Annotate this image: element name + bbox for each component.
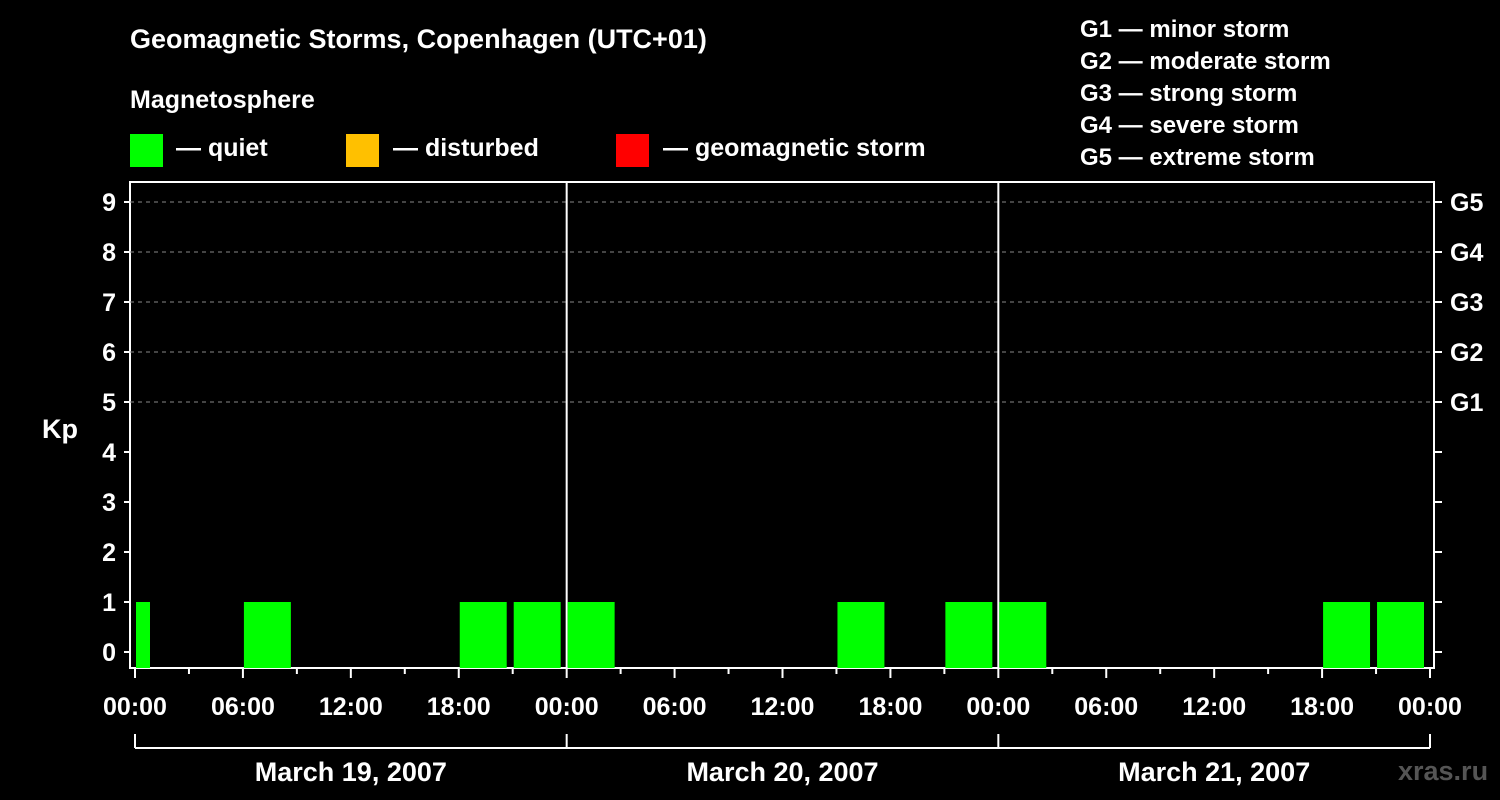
storm-level-g5: G5 — extreme storm — [1080, 144, 1315, 171]
g-level-label: G5 — [1450, 189, 1483, 217]
kp-bar — [513, 602, 561, 668]
y-tick-label: 0 — [102, 639, 116, 667]
legend-swatch-disturbed — [346, 134, 379, 167]
kp-bar — [945, 602, 993, 668]
g-level-label: G1 — [1450, 389, 1483, 417]
kp-bar — [1377, 602, 1424, 668]
legend-swatch-quiet — [130, 134, 163, 167]
y-tick-label: 1 — [102, 589, 116, 617]
storm-level-g4: G4 — severe storm — [1080, 112, 1299, 139]
x-tick-label: 06:00 — [1074, 693, 1138, 721]
x-tick-label: 00:00 — [966, 693, 1030, 721]
y-tick-label: 6 — [102, 339, 116, 367]
chart-title: Geomagnetic Storms, Copenhagen (UTC+01) — [130, 24, 707, 54]
kp-bar — [1323, 602, 1371, 668]
kp-bar — [136, 602, 150, 668]
storm-level-g3: G3 — strong storm — [1080, 80, 1298, 107]
date-label: March 19, 2007 — [255, 757, 447, 787]
x-tick-label: 12:00 — [319, 693, 383, 721]
y-tick-label: 5 — [102, 389, 116, 417]
kp-bar — [999, 602, 1047, 668]
watermark: xras.ru — [1398, 756, 1489, 786]
legend-label-disturbed: — disturbed — [393, 134, 539, 162]
storm-level-g1: G1 — minor storm — [1080, 16, 1290, 43]
storm-level-g2: G2 — moderate storm — [1080, 48, 1331, 75]
g-level-label: G4 — [1450, 239, 1483, 267]
x-tick-label: 12:00 — [1182, 693, 1246, 721]
x-tick-label: 12:00 — [751, 693, 815, 721]
y-tick-label: 2 — [102, 539, 116, 567]
g-level-label: G3 — [1450, 289, 1483, 317]
y-tick-label: 8 — [102, 239, 116, 267]
x-tick-label: 18:00 — [858, 693, 922, 721]
y-tick-label: 7 — [102, 289, 116, 317]
y-axis-label: Kp — [42, 414, 78, 444]
y-tick-label: 9 — [102, 189, 116, 217]
legend-label-storm: — geomagnetic storm — [663, 134, 926, 162]
x-tick-label: 00:00 — [103, 693, 167, 721]
y-tick-label: 3 — [102, 489, 116, 517]
magnetosphere-label: Magnetosphere — [130, 86, 315, 114]
plot-frame — [129, 181, 1435, 669]
x-tick-label: 00:00 — [535, 693, 599, 721]
x-tick-label: 18:00 — [427, 693, 491, 721]
kp-bar — [459, 602, 507, 668]
kp-bar — [567, 602, 615, 668]
x-tick-label: 06:00 — [211, 693, 275, 721]
kp-bar — [243, 602, 291, 668]
x-tick-label: 06:00 — [643, 693, 707, 721]
legend-swatch-storm — [616, 134, 649, 167]
x-tick-label: 18:00 — [1290, 693, 1354, 721]
kp-bar — [837, 602, 885, 668]
legend-label-quiet: — quiet — [176, 134, 268, 162]
date-label: March 20, 2007 — [686, 757, 878, 787]
x-tick-label: 00:00 — [1398, 693, 1462, 721]
g-level-label: G2 — [1450, 339, 1483, 367]
date-label: March 21, 2007 — [1118, 757, 1310, 787]
y-tick-label: 4 — [102, 439, 116, 467]
